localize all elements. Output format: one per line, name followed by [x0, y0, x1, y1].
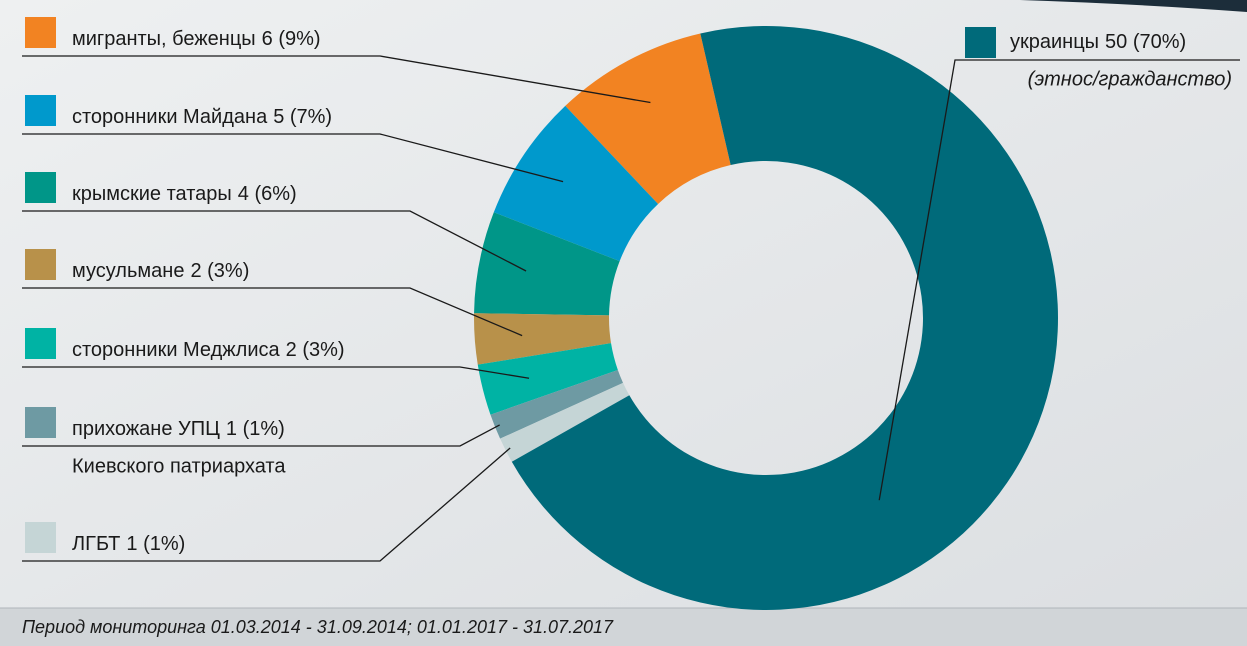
- leader-line: [22, 210, 527, 272]
- legend-value: 1 (1%): [226, 418, 285, 440]
- legend-label: сторонники Меджлиса 2 (3%): [72, 339, 345, 361]
- legend-category: мигранты, беженцы: [72, 28, 256, 50]
- legend-swatch: [965, 27, 996, 58]
- annotation: Киевского патриархата: [72, 455, 286, 477]
- legend-value: 50 (70%): [1105, 31, 1186, 53]
- legend-label: мусульмане 2 (3%): [72, 260, 249, 282]
- legend-swatch: [25, 95, 56, 126]
- legend-category: ЛГБТ: [72, 533, 120, 555]
- legend-value: 6 (9%): [262, 28, 321, 50]
- legend-swatch: [25, 249, 56, 280]
- legend-swatch: [25, 407, 56, 438]
- pie-slice: [565, 33, 731, 204]
- pie-slice: [493, 105, 659, 262]
- legend-value: 4 (6%): [238, 183, 297, 205]
- legend-value: 2 (3%): [190, 260, 249, 282]
- leader-line: [22, 424, 500, 447]
- leader-line: [22, 447, 511, 562]
- legend-label: прихожане УПЦ 1 (1%): [72, 418, 285, 440]
- header-corner: [1020, 0, 1247, 12]
- pie-slice: [477, 343, 618, 415]
- leader-line: [22, 366, 530, 379]
- legend-swatch: [25, 17, 56, 48]
- leader-line: [22, 287, 523, 337]
- legend-label: ЛГБТ 1 (1%): [72, 533, 185, 555]
- legend-value: 5 (7%): [273, 106, 332, 128]
- leader-line: [878, 59, 1240, 501]
- leader-line: [22, 55, 651, 104]
- legend-category: прихожане УПЦ: [72, 418, 220, 440]
- pie-slice: [490, 369, 624, 439]
- legend-category: сторонники Майдана: [72, 106, 268, 128]
- legend-value: 1 (1%): [126, 533, 185, 555]
- legend-swatch: [25, 172, 56, 203]
- legend-swatch: [25, 522, 56, 553]
- pie-slice: [474, 313, 612, 365]
- legend-label: мигранты, беженцы 6 (9%): [72, 28, 321, 50]
- footer-band: [0, 608, 1247, 646]
- legend-value: 2 (3%): [286, 339, 345, 361]
- legend-label: крымские татары 4 (6%): [72, 183, 297, 205]
- footer-note: Период мониторинга 01.03.2014 - 31.09.20…: [22, 617, 614, 637]
- pie-slice: [474, 212, 620, 316]
- legend-swatch: [25, 328, 56, 359]
- legend-category: украинцы: [1010, 31, 1099, 53]
- legend-label: сторонники Майдана 5 (7%): [72, 106, 332, 128]
- pie-slice: [511, 26, 1059, 611]
- legend-category: крымские татары: [72, 183, 232, 205]
- pie-slice: [500, 382, 630, 462]
- legend-label: украинцы 50 (70%): [1010, 31, 1186, 53]
- legend-category: мусульмане: [72, 260, 184, 282]
- leader-line: [22, 133, 564, 183]
- legend-category: сторонники Меджлиса: [72, 339, 281, 361]
- annotation: (этнос/гражданство): [1028, 68, 1232, 90]
